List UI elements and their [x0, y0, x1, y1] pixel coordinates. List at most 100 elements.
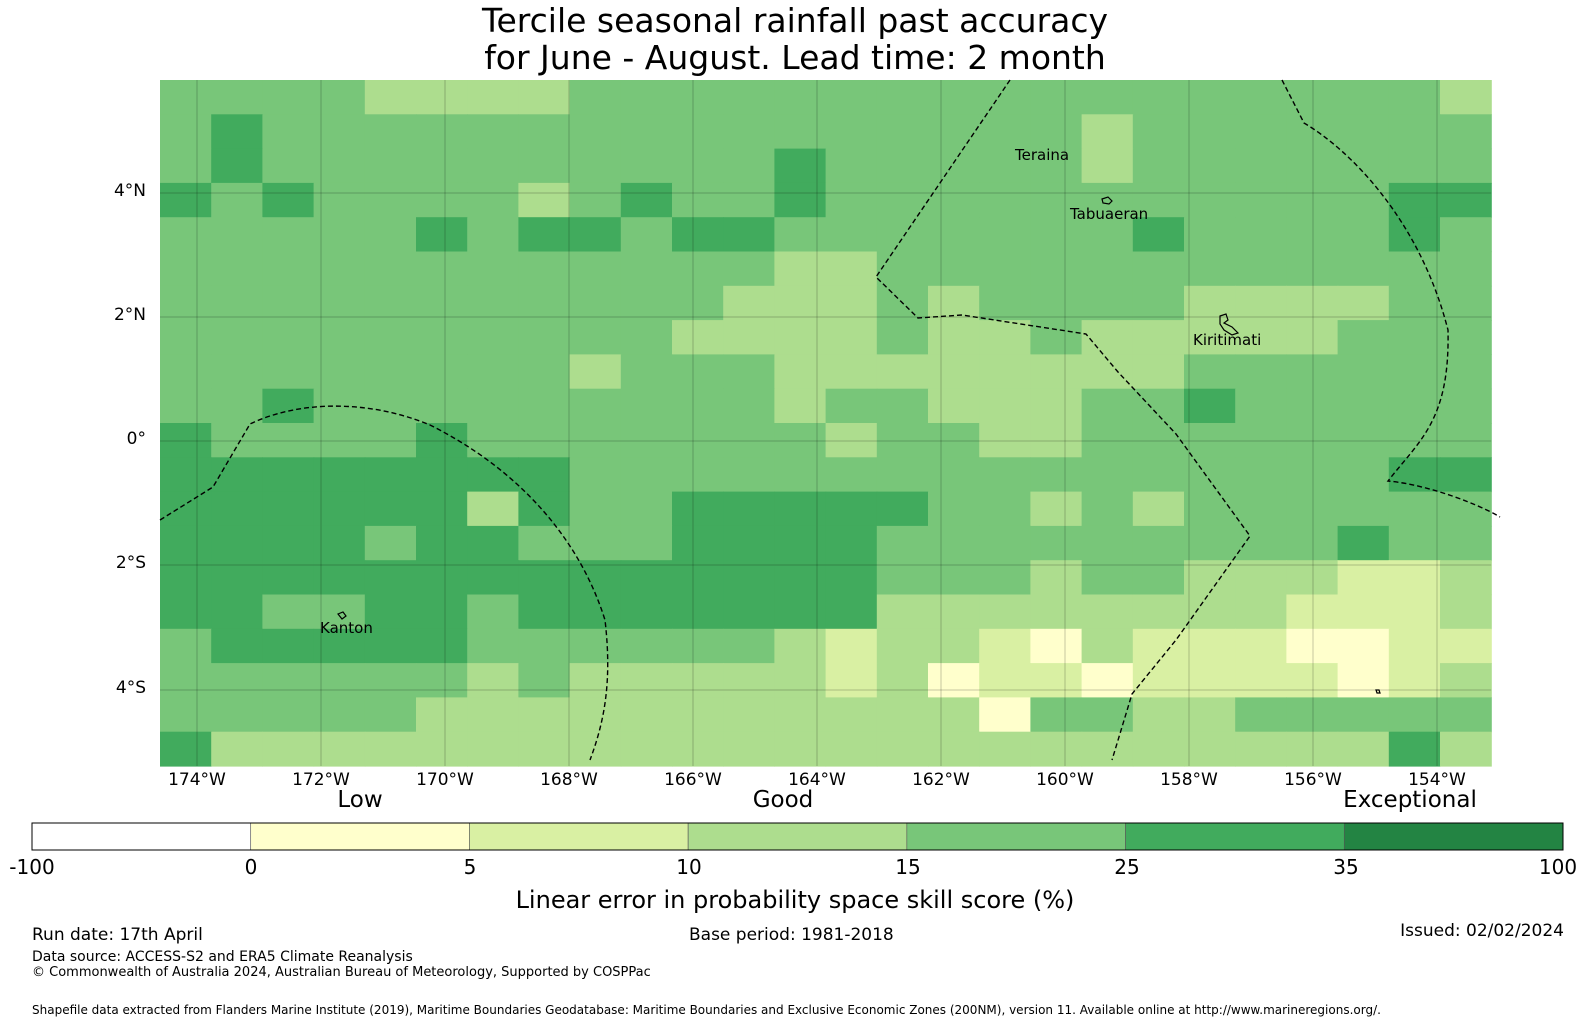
skill-cell [1337, 388, 1390, 424]
skill-cell [876, 423, 929, 458]
skill-cell [979, 663, 1031, 698]
skill-cell [313, 251, 366, 287]
skill-cell [876, 697, 929, 733]
skill-cell [672, 285, 724, 321]
skill-cell [723, 388, 775, 424]
skill-cell [518, 423, 571, 458]
skill-cell [160, 388, 212, 424]
skill-cell [1286, 217, 1339, 253]
skill-cell [723, 114, 775, 150]
skill-cell [262, 354, 315, 390]
skill-cell [723, 697, 775, 733]
colorbar-tick: 0 [244, 855, 258, 879]
skill-cell [364, 594, 417, 630]
skill-cell [1081, 217, 1134, 253]
skill-cell [364, 525, 417, 561]
skill-cell [160, 423, 212, 458]
skill-cell [723, 457, 775, 493]
skill-cell [1030, 491, 1083, 527]
skill-cell [672, 663, 724, 698]
skill-cell [569, 594, 622, 630]
skill-cell [1440, 182, 1492, 218]
skill-cell [1440, 388, 1492, 424]
skill-cell [364, 731, 417, 767]
skill-cell [1388, 148, 1441, 184]
skill-cell [364, 182, 417, 218]
skill-cell [774, 285, 827, 321]
skill-cell [1132, 628, 1185, 664]
skill-cell [1030, 148, 1083, 184]
skill-cell [160, 697, 212, 733]
skill-cell [979, 285, 1031, 321]
skill-cell [467, 285, 519, 321]
skill-cell [1235, 285, 1287, 321]
skill-cell [620, 731, 673, 767]
skill-cell [518, 80, 571, 115]
skill-cell [569, 663, 622, 698]
skill-cell [364, 423, 417, 458]
skill-cell [1184, 285, 1236, 321]
run-date: Run date: 17th April [32, 925, 203, 945]
skill-cell [518, 525, 571, 561]
skill-cell [416, 663, 468, 698]
skill-cell [1286, 388, 1339, 424]
skill-cell [416, 80, 468, 115]
skill-cell [467, 217, 519, 253]
skill-cell [723, 423, 775, 458]
skill-cell [1184, 320, 1236, 355]
skill-cell [211, 594, 263, 630]
skill-cell [774, 182, 827, 218]
skill-cell [774, 628, 827, 664]
skill-cell [774, 217, 827, 253]
skill-cell [620, 457, 673, 493]
skill-cell [620, 182, 673, 218]
skill-cell [1081, 388, 1134, 424]
skill-cell [672, 354, 724, 390]
skill-cell [876, 320, 929, 355]
kanton-island-outline [337, 611, 347, 620]
skill-cell [1337, 80, 1390, 115]
skill-cell [262, 628, 315, 664]
skill-cell [1132, 491, 1185, 527]
skill-cell [928, 457, 980, 493]
skill-cell [313, 457, 366, 493]
skill-cell [876, 251, 929, 287]
skill-cell [672, 594, 724, 630]
skill-cell [211, 148, 263, 184]
skill-cell [979, 457, 1031, 493]
skill-cell [1388, 80, 1441, 115]
skill-cell [1132, 285, 1185, 321]
skill-cell [774, 354, 827, 390]
skill-cell [825, 628, 878, 664]
skill-cell [825, 423, 878, 458]
skill-cell [1388, 251, 1441, 287]
skill-cell [672, 148, 724, 184]
skill-cell [1132, 114, 1185, 150]
skill-cell [825, 148, 878, 184]
skill-cell [1081, 525, 1134, 561]
skill-cell [1132, 457, 1185, 493]
skill-cell [1081, 114, 1134, 150]
skill-cell [928, 423, 980, 458]
skill-cell [1184, 663, 1236, 698]
skill-cell [928, 80, 980, 115]
skill-cell [262, 697, 315, 733]
skill-cell [928, 491, 980, 527]
place-label-kanton: Kanton [320, 619, 373, 637]
skill-cell [1184, 457, 1236, 493]
skill-cell [211, 423, 263, 458]
skill-cell [569, 354, 622, 390]
skill-cell [364, 354, 417, 390]
skill-cell [979, 148, 1031, 184]
skill-cell [1081, 320, 1134, 355]
skill-cell [1440, 217, 1492, 253]
skill-cell [1440, 663, 1492, 698]
skill-cell [160, 731, 212, 767]
lat-label: 2°S [115, 553, 146, 573]
skill-cell [467, 525, 519, 561]
colorbar-segment [31, 822, 252, 851]
skill-cell [518, 251, 571, 287]
data-source: Data source: ACCESS-S2 and ERA5 Climate … [32, 949, 413, 965]
skill-cell [1286, 731, 1339, 767]
colorbar-segment [1125, 822, 1345, 851]
